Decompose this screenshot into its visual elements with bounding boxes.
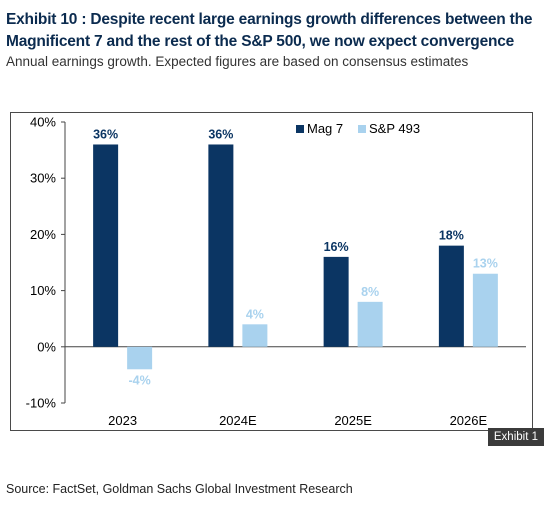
legend-swatch xyxy=(296,125,304,133)
chart-subtitle: Annual earnings growth. Expected figures… xyxy=(6,54,469,69)
bar-sp493-2023 xyxy=(127,346,153,370)
bar-mag7-2024e xyxy=(208,144,234,347)
x-category-label: 2026E xyxy=(450,413,488,428)
bar-sp493-2026e xyxy=(472,273,498,347)
data-label: 13% xyxy=(473,257,498,271)
bar-mag7-2023 xyxy=(93,144,119,347)
data-label: 36% xyxy=(208,127,233,141)
y-tick-label: 10% xyxy=(30,283,56,298)
data-label: 8% xyxy=(361,285,379,299)
y-tick-label: 40% xyxy=(30,115,56,130)
data-label: 36% xyxy=(93,127,118,141)
legend-label: S&P 493 xyxy=(369,121,420,136)
legend-label: Mag 7 xyxy=(307,121,343,136)
y-tick-label: 30% xyxy=(30,171,56,186)
exhibit-badge: Exhibit 1 xyxy=(487,428,544,446)
x-category-label: 2025E xyxy=(334,413,372,428)
source-note: Source: FactSet, Goldman Sachs Global In… xyxy=(6,482,353,496)
bar-sp493-2024e xyxy=(242,324,268,347)
bar-chart: 40% 30% 20% 10% 0% -10% 36% -4% 2023 36% 4% 2024E 16… xyxy=(26,115,526,428)
data-label: -4% xyxy=(129,373,151,387)
bar-sp493-2025e xyxy=(357,301,383,347)
chart-title: Exhibit 10 : Despite recent large earnin… xyxy=(6,11,533,50)
y-tick-label: -10% xyxy=(26,396,57,411)
x-category-label: 2023 xyxy=(108,413,137,428)
y-tick-label: 0% xyxy=(37,339,56,354)
data-label: 4% xyxy=(246,307,264,321)
data-label: 18% xyxy=(439,229,464,243)
y-tick-label: 20% xyxy=(30,227,56,242)
data-label: 16% xyxy=(324,240,349,254)
bar-mag7-2025e xyxy=(323,256,349,347)
bar-mag7-2026e xyxy=(438,245,464,347)
legend-swatch xyxy=(358,125,366,133)
x-category-label: 2024E xyxy=(219,413,257,428)
